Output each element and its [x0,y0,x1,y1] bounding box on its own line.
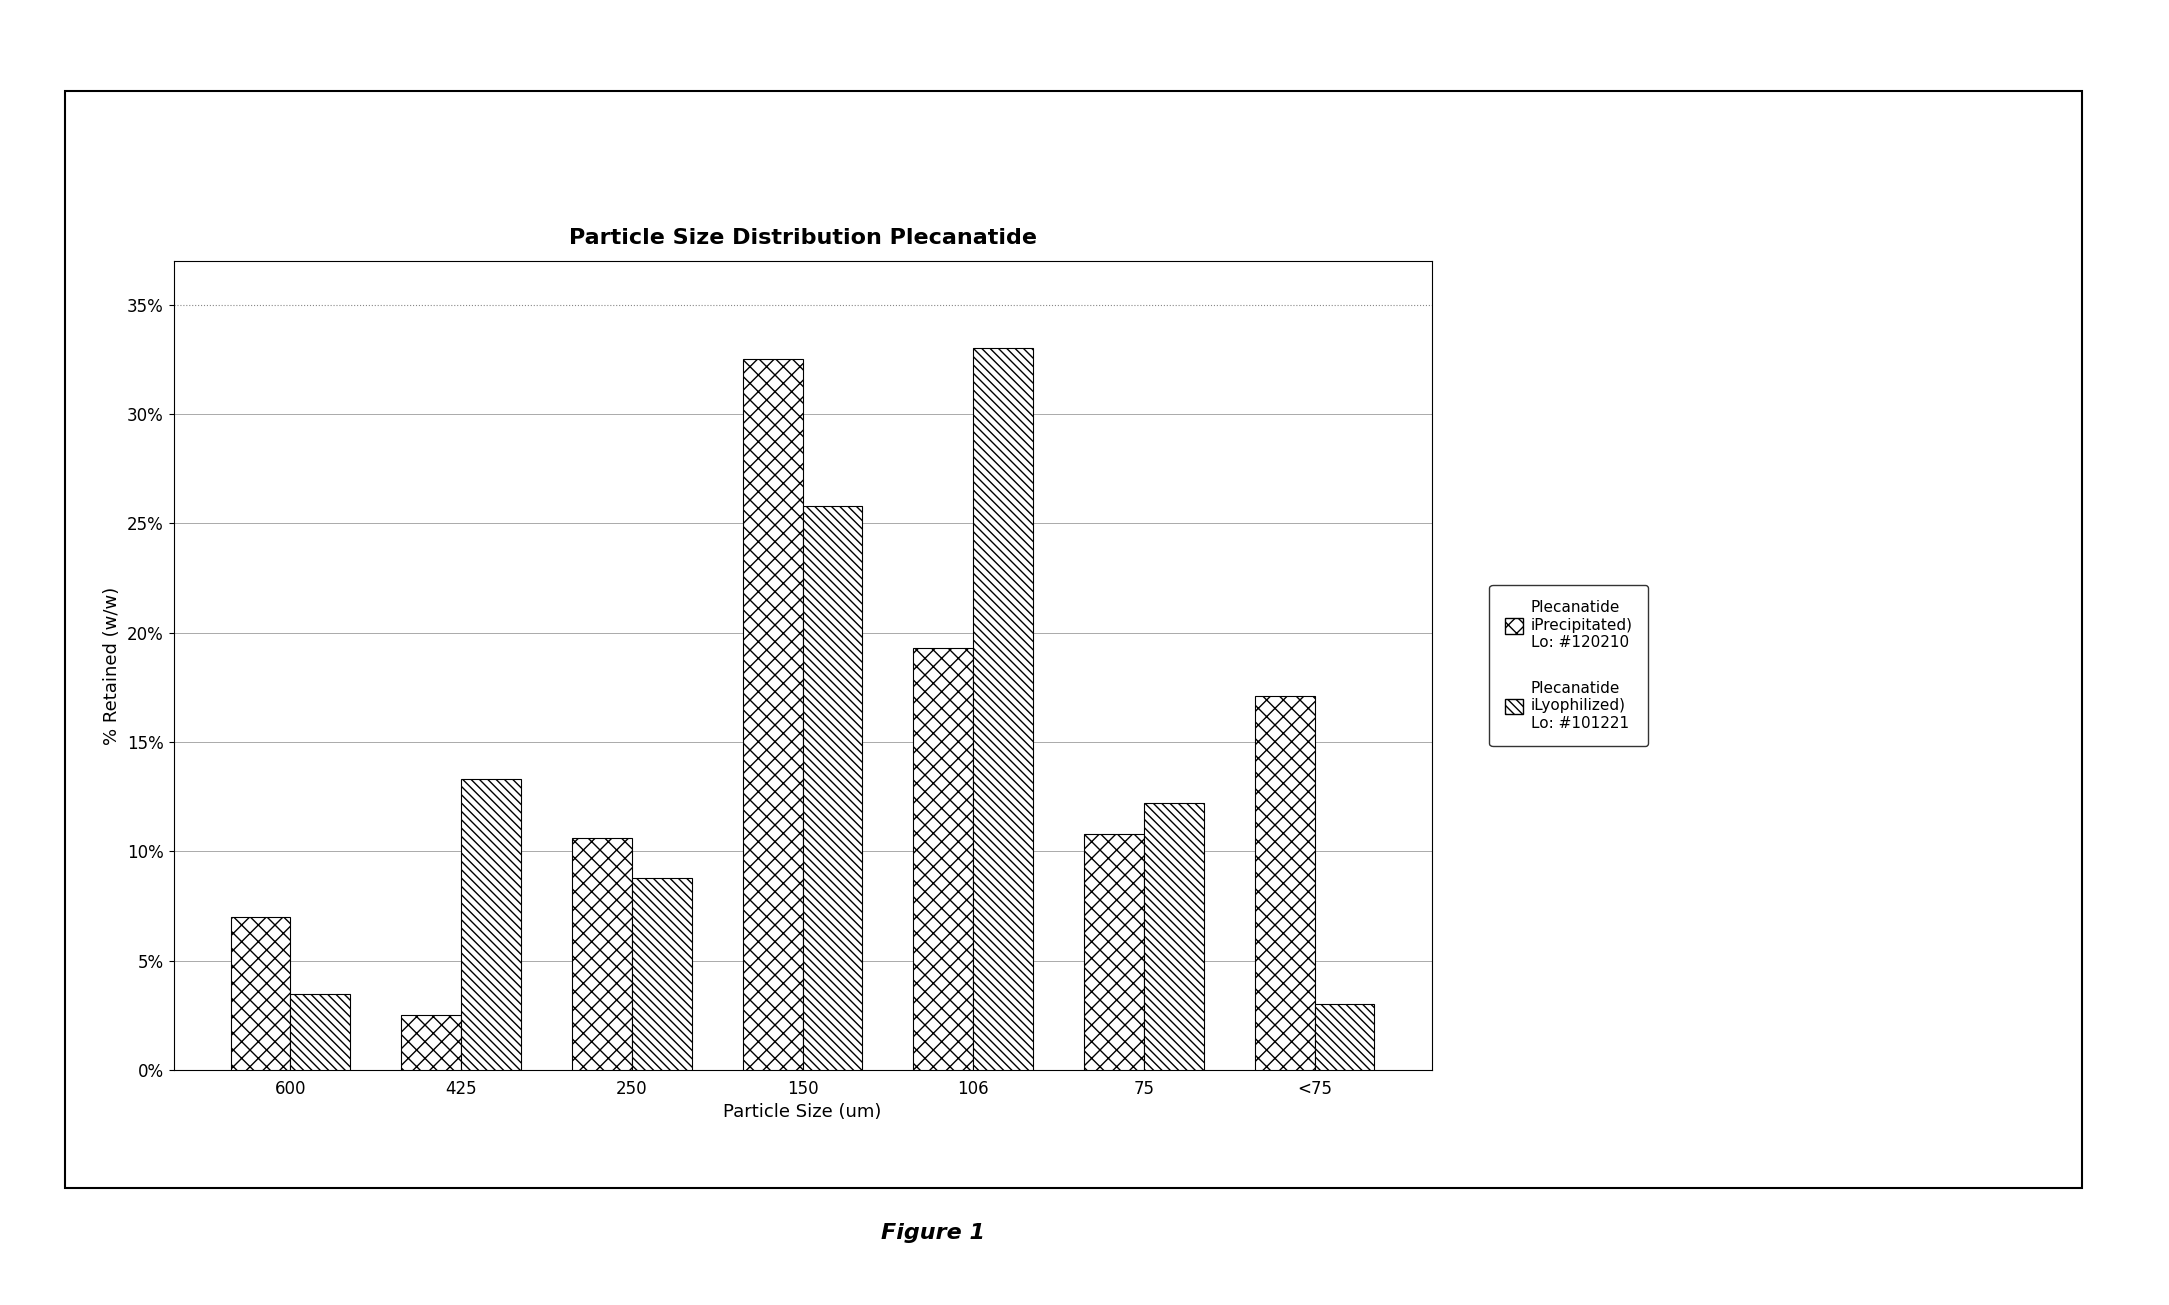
Bar [230,917,291,1070]
Bar [1084,834,1143,1070]
Bar [462,779,521,1070]
Bar [1143,804,1204,1070]
Legend: Plecanatide
iPrecipitated)
Lo: #120210, Plecanatide
iLyophilized)
Lo: #101221: Plecanatide iPrecipitated) Lo: #120210, … [1490,585,1648,746]
Bar [742,359,803,1070]
Bar [974,348,1032,1070]
Bar [1256,696,1314,1070]
Title: Particle Size Distribution Plecanatide: Particle Size Distribution Plecanatide [568,228,1037,248]
Bar [401,1015,462,1070]
Bar [913,649,974,1070]
Bar [803,506,863,1070]
Bar [573,838,631,1070]
Bar [631,878,692,1070]
Y-axis label: % Retained (w/w): % Retained (w/w) [104,586,121,745]
Bar [1314,1005,1375,1070]
X-axis label: Particle Size (um): Particle Size (um) [722,1104,883,1121]
Text: Figure 1: Figure 1 [881,1223,985,1244]
Bar [291,993,349,1070]
